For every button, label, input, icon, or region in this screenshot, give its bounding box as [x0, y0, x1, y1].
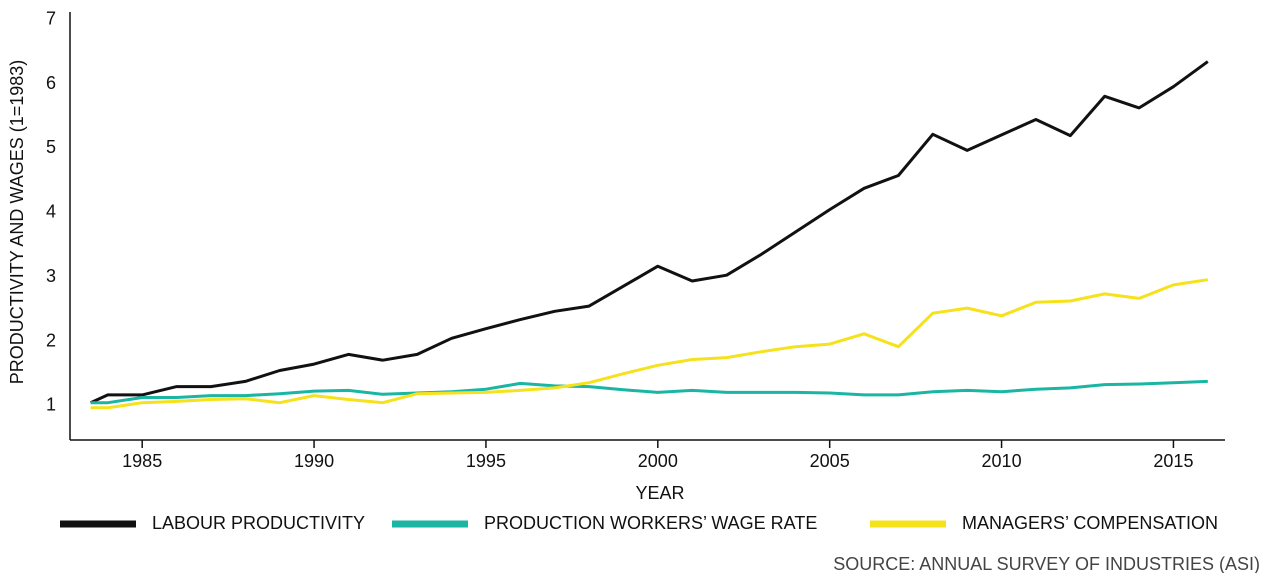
legend-label: PRODUCTION WORKERS’ WAGE RATE — [484, 513, 817, 533]
y-tick-label: 2 — [46, 330, 56, 350]
legend-label: LABOUR PRODUCTIVITY — [152, 513, 365, 533]
legend-label: MANAGERS’ COMPENSATION — [962, 513, 1218, 533]
y-tick-label: 3 — [46, 266, 56, 286]
y-tick-label: 4 — [46, 202, 56, 222]
y-tick-label: 5 — [46, 137, 56, 157]
y-tick-label: 6 — [46, 73, 56, 93]
x-axis-label: YEAR — [635, 483, 684, 503]
y-tick-label: 1 — [46, 395, 56, 415]
x-tick-label: 1985 — [122, 451, 162, 471]
x-tick-label: 2000 — [638, 451, 678, 471]
x-tick-label: 2005 — [810, 451, 850, 471]
series-line — [90, 379, 1208, 405]
source-note: SOURCE: ANNUAL SURVEY OF INDUSTRIES (ASI… — [833, 554, 1260, 573]
y-tick-label: 7 — [46, 8, 56, 28]
series-line — [89, 60, 1209, 405]
x-tick-label: 2010 — [982, 451, 1022, 471]
x-tick-label: 2015 — [1153, 451, 1193, 471]
y-axis-label: PRODUCTIVITY AND WAGES (1=1983) — [7, 60, 27, 385]
x-tick-label: 1990 — [294, 451, 334, 471]
x-tick-label: 1995 — [466, 451, 506, 471]
series-line — [90, 278, 1209, 410]
